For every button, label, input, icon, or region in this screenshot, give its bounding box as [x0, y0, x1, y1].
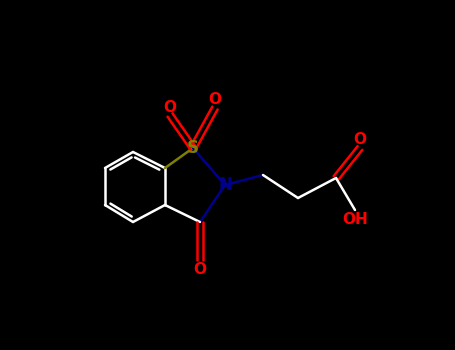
Text: N: N: [218, 176, 232, 194]
Text: O: O: [208, 92, 222, 107]
Text: O: O: [163, 99, 177, 114]
Text: O: O: [354, 133, 366, 147]
Text: O: O: [193, 262, 207, 278]
Text: S: S: [187, 139, 199, 157]
Text: OH: OH: [342, 212, 368, 228]
